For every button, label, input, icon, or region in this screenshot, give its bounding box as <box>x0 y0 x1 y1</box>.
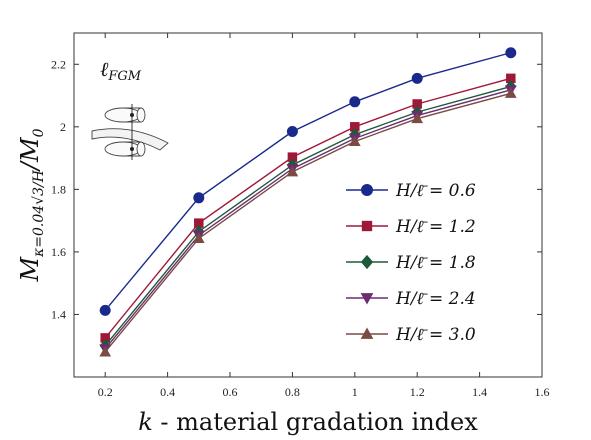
data-point <box>192 232 205 243</box>
y-axis-sub: κ=0.04√3/H <box>31 169 47 258</box>
x-tick-label: 1 <box>352 385 358 399</box>
y-axis-main: M <box>16 256 44 283</box>
series-line <box>104 85 511 347</box>
series-layer <box>99 47 517 357</box>
data-point <box>348 135 361 147</box>
series-5 <box>99 87 517 357</box>
data-point <box>411 72 423 84</box>
y-tick-label: 2 <box>60 120 66 134</box>
bending-sketch-icon <box>91 104 169 160</box>
data-point <box>504 87 517 98</box>
x-axis-rest: - material gradation index <box>153 408 478 436</box>
data-point <box>286 126 298 138</box>
x-axis-var: k <box>138 408 153 436</box>
legend-label: H/ℓ̄ = 1.8 <box>395 253 476 273</box>
y-axis-title: Mκ=0.04√3/H/M0 <box>16 128 47 282</box>
data-point <box>99 345 112 357</box>
x-tick-label: 0.2 <box>98 385 113 399</box>
data-point <box>99 304 111 316</box>
data-point <box>360 293 374 305</box>
series-1 <box>99 47 517 316</box>
annotation-main: ℓ <box>100 57 109 81</box>
x-tick-label: 0.6 <box>223 385 238 399</box>
data-point <box>505 47 517 59</box>
series-line <box>104 52 511 311</box>
legend-label: H/ℓ̄ = 3.0 <box>395 325 476 345</box>
y-tick-label: 1.4 <box>51 307 66 321</box>
plot-frame <box>73 32 543 378</box>
data-point <box>193 192 205 204</box>
legend-label: H/ℓ̄ = 1.2 <box>395 217 476 237</box>
annotation-sub: FGM <box>107 69 141 84</box>
x-tick-label: 1.6 <box>535 385 550 399</box>
legend: H/ℓ̄ = 0.6 H/ℓ̄ = 1.2 H/ℓ̄ = 1.8 H/ℓ̄ = 2.4… <box>346 181 476 345</box>
annotation-label: ℓFGM <box>100 57 142 84</box>
y-axis-tail-sub: 0 <box>31 128 47 137</box>
series-line <box>104 89 511 350</box>
data-point <box>360 327 374 339</box>
data-point <box>286 165 299 177</box>
x-tick-label: 0.4 <box>160 385 175 399</box>
data-point <box>411 112 424 124</box>
y-tick-label: 1.8 <box>51 182 66 196</box>
data-point <box>360 254 374 270</box>
data-point <box>361 220 373 232</box>
legend-label: H/ℓ̄ = 2.4 <box>395 289 476 309</box>
y-axis-tail: /M <box>16 136 44 172</box>
axis-ticks: 0.2 0.4 0.6 0.8 1 1.2 1.4 1.6 1.4 1.6 1.8 2 2.2 <box>51 33 550 399</box>
series-4 <box>99 85 517 355</box>
x-axis-title: k - material gradation index <box>138 408 478 436</box>
y-tick-label: 1.6 <box>51 245 66 259</box>
x-tick-label: 0.8 <box>285 385 300 399</box>
series-line <box>104 92 511 353</box>
data-point <box>361 184 373 196</box>
x-tick-label: 1.2 <box>410 385 425 399</box>
legend-label: H/ℓ̄ = 0.6 <box>395 181 476 201</box>
y-tick-label: 2.2 <box>51 57 66 71</box>
data-point <box>349 96 361 108</box>
series-line <box>104 77 511 339</box>
x-tick-label: 1.4 <box>472 385 487 399</box>
